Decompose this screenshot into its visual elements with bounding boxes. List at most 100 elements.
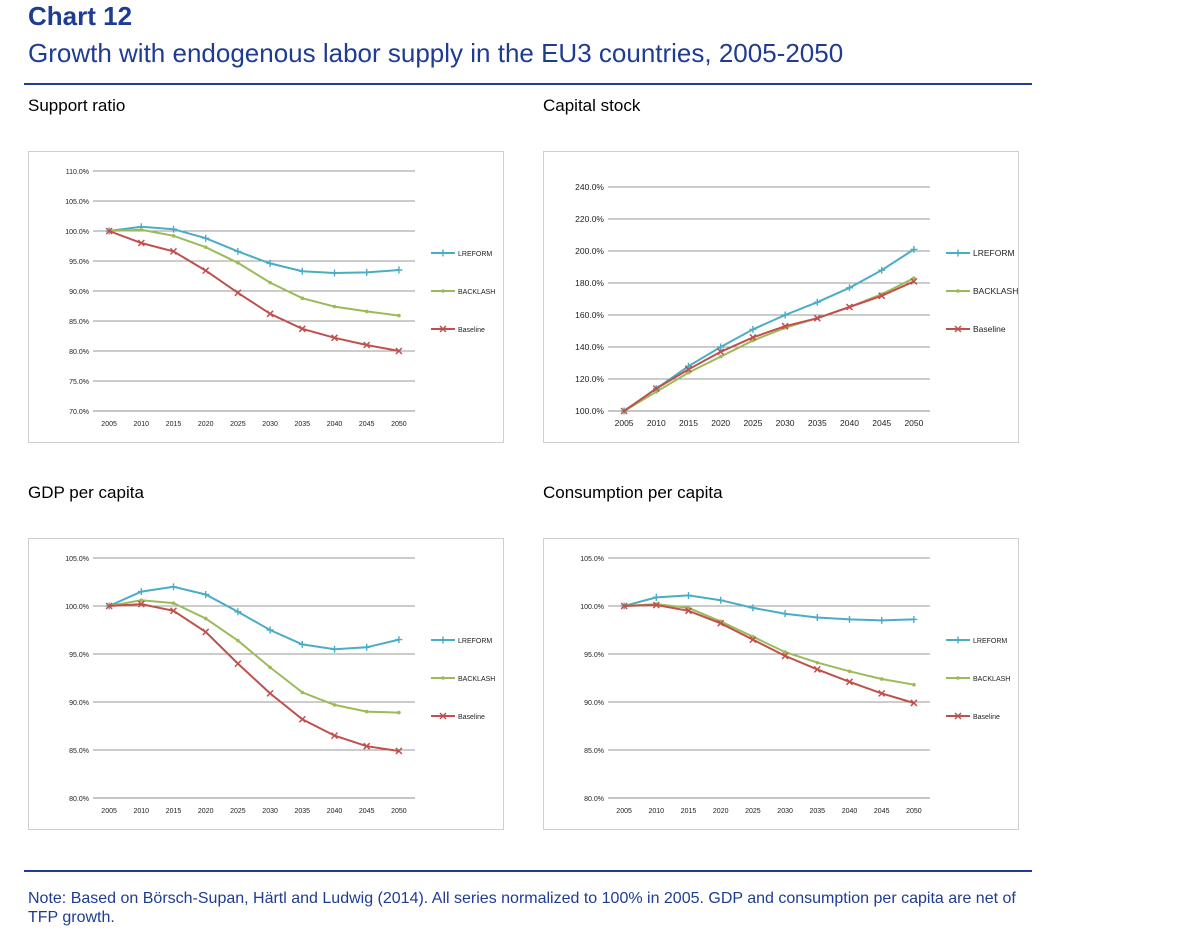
- data-point-lreform: [685, 591, 692, 599]
- x-tick-label: 2010: [134, 421, 150, 428]
- x-tick-label: 2030: [262, 421, 278, 428]
- x-tick-label: 2040: [327, 421, 343, 428]
- legend-marker-lreform: [954, 249, 962, 257]
- data-point-backlash: [171, 601, 176, 605]
- data-point-lreform: [202, 234, 210, 242]
- data-point-baseline: [137, 239, 145, 247]
- y-tick-label: 180.0%: [575, 278, 604, 288]
- chart-svg-capital-stock: 240.0% 220.0% 200.0% 180.0% 160.0% 140.0% 120.…: [575, 182, 1018, 428]
- y-tick-label: 95.0%: [69, 259, 89, 266]
- x-tick-label: 2035: [810, 808, 826, 815]
- legend-label-baseline: Baseline: [973, 714, 1000, 721]
- x-tick-label: 2015: [681, 808, 697, 815]
- y-tick-label: 90.0%: [69, 289, 89, 296]
- data-point-backlash: [783, 650, 787, 654]
- data-point-baseline: [137, 600, 145, 608]
- data-point-backlash: [300, 296, 305, 300]
- data-point-lreform: [781, 610, 789, 618]
- legend-marker-lreform: [954, 636, 962, 644]
- data-point-baseline: [363, 341, 371, 349]
- x-tick-label: 2040: [327, 808, 343, 815]
- y-tick-label: 70.0%: [69, 409, 89, 416]
- data-point-lreform: [266, 626, 274, 634]
- data-point-baseline: [395, 747, 403, 755]
- data-point-lreform: [170, 225, 177, 233]
- x-tick-label: 2020: [198, 808, 214, 815]
- legend-marker-baseline: [439, 712, 447, 720]
- chart-svg-consumption-per-capita: 105.0% 100.0% 95.0% 90.0% 85.0% 80.0% 2005 2010…: [580, 556, 1010, 815]
- data-point-baseline: [266, 689, 274, 697]
- bottom-divider: [24, 870, 1032, 872]
- series-line-backlash: [109, 228, 400, 317]
- x-tick-label: 2020: [198, 421, 214, 428]
- data-point-backlash: [171, 234, 176, 238]
- data-point-lreform: [846, 284, 853, 292]
- data-point-backlash: [879, 677, 884, 681]
- y-tick-label: 105.0%: [580, 556, 604, 563]
- x-tick-label: 2010: [649, 808, 665, 815]
- legend-marker-baseline: [954, 325, 962, 333]
- x-tick-label: 2015: [679, 418, 698, 428]
- data-point-backlash: [912, 276, 916, 280]
- data-point-lreform: [910, 245, 918, 253]
- chart-gdp-per-capita: 105.0% 100.0% 95.0% 90.0% 85.0% 80.0% 2005 2010…: [28, 538, 504, 830]
- data-point-backlash: [815, 660, 820, 665]
- legend-label-lreform: LREFORM: [458, 251, 492, 258]
- panel-title-support-ratio: Support ratio: [28, 96, 126, 115]
- x-tick-label: 2045: [359, 421, 375, 428]
- legend-label-backlash: BACKLASH: [458, 676, 495, 683]
- x-tick-label: 2030: [776, 418, 795, 428]
- data-point-backlash: [686, 606, 691, 610]
- y-tick-label: 85.0%: [69, 319, 89, 326]
- data-point-baseline: [652, 601, 660, 609]
- x-tick-label: 2050: [904, 418, 923, 428]
- data-point-lreform: [137, 588, 145, 596]
- y-tick-label: 90.0%: [69, 700, 89, 707]
- data-point-baseline: [266, 310, 274, 318]
- x-tick-label: 2045: [359, 808, 375, 815]
- data-point-backlash: [203, 245, 208, 249]
- series-line-lreform: [108, 585, 400, 651]
- top-divider: [24, 83, 1032, 85]
- series-line-backlash: [623, 277, 915, 412]
- legend-label-lreform: LREFORM: [973, 248, 1015, 258]
- data-point-lreform: [298, 267, 306, 275]
- x-tick-label: 2040: [840, 418, 859, 428]
- data-point-baseline: [813, 314, 821, 322]
- chart-support-ratio: 110.0% 105.0% 100.0% 95.0% 90.0% 85.0% 80.0% 75…: [28, 151, 504, 443]
- data-point-lreform: [331, 645, 338, 653]
- data-point-backlash: [847, 669, 852, 674]
- data-point-baseline: [169, 607, 178, 615]
- y-tick-label: 220.0%: [575, 214, 604, 224]
- data-point-lreform: [298, 640, 306, 648]
- data-point-baseline: [620, 407, 628, 415]
- x-tick-label: 2050: [906, 808, 922, 815]
- x-tick-label: 2025: [745, 808, 761, 815]
- legend-marker-lreform: [439, 249, 447, 257]
- data-point-baseline: [845, 678, 854, 686]
- x-tick-label: 2010: [134, 808, 150, 815]
- data-point-baseline: [620, 602, 628, 610]
- chart-svg-gdp-per-capita: 105.0% 100.0% 95.0% 90.0% 85.0% 80.0% 2005 2010…: [65, 556, 495, 815]
- data-point-backlash: [236, 638, 240, 643]
- data-point-lreform: [202, 590, 210, 598]
- y-tick-label: 160.0%: [575, 310, 604, 320]
- x-tick-label: 2030: [262, 808, 278, 815]
- y-tick-label: 100.0%: [580, 604, 604, 611]
- data-point-baseline: [202, 267, 210, 275]
- data-point-baseline: [781, 322, 789, 330]
- y-tick-label: 105.0%: [65, 199, 89, 206]
- data-point-backlash: [397, 313, 401, 318]
- data-point-baseline: [878, 689, 886, 697]
- data-point-backlash: [139, 228, 144, 232]
- legend-marker-backlash: [441, 676, 445, 680]
- x-tick-label: 2005: [616, 808, 632, 815]
- legend-marker-backlash: [441, 289, 445, 293]
- x-tick-label: 2045: [872, 418, 891, 428]
- legend-marker-backlash: [956, 676, 960, 680]
- y-tick-label: 85.0%: [69, 748, 89, 755]
- data-point-lreform: [717, 596, 725, 604]
- x-tick-label: 2020: [711, 418, 730, 428]
- data-point-lreform: [910, 615, 918, 623]
- data-point-backlash: [654, 390, 659, 394]
